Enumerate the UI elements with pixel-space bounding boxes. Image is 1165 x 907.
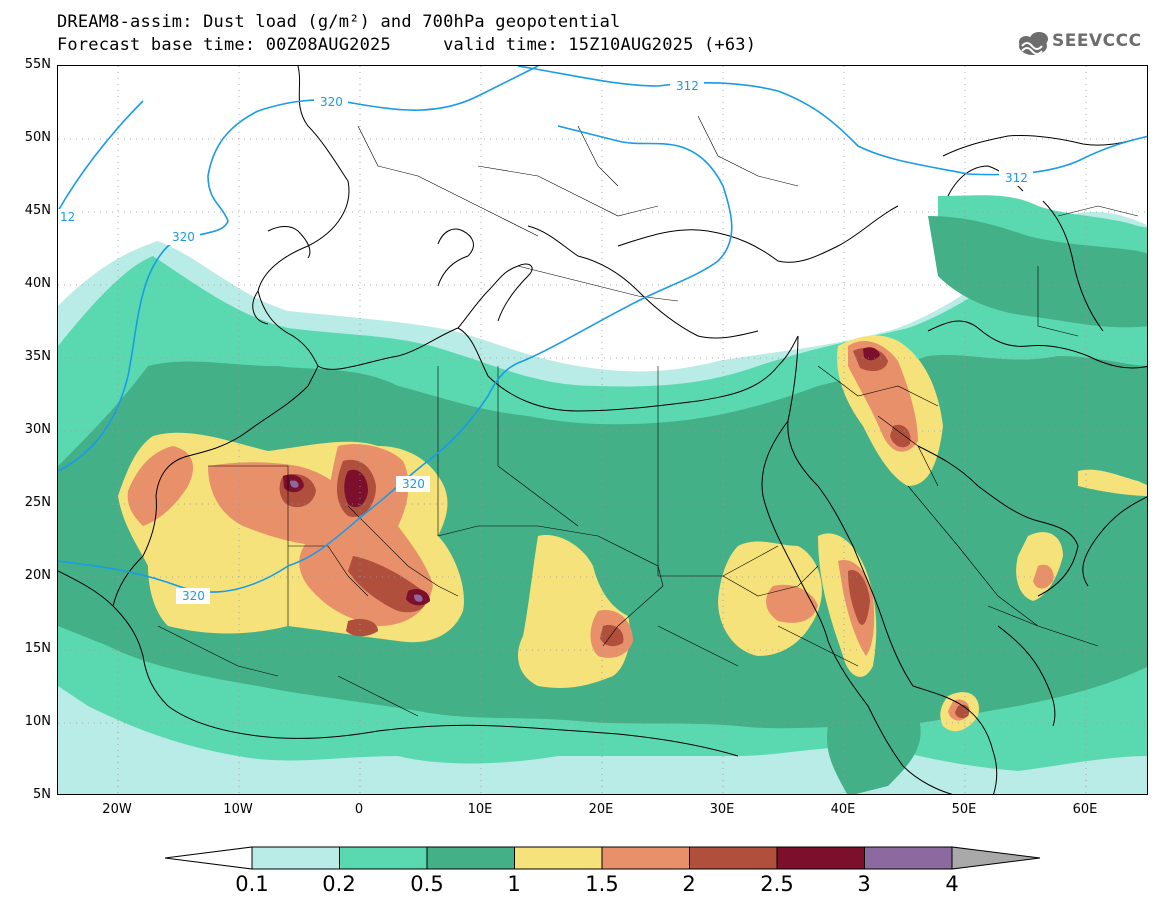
contour-label-320d: 320 xyxy=(182,589,205,603)
colorbar-under-triangle xyxy=(165,846,253,870)
colorbar-segment-2.5-3 xyxy=(776,846,865,870)
lon-label-20e: 20E xyxy=(588,802,614,817)
lat-label-25n: 25N xyxy=(24,495,51,510)
colorbar-label-1: 1 xyxy=(507,872,521,896)
colorbar xyxy=(165,846,1041,870)
colorbar-segment-0.1-0.2 xyxy=(251,846,340,870)
coastlines xyxy=(58,66,1147,794)
colorbar-label-2: 2 xyxy=(682,872,696,896)
colorbar-over-triangle xyxy=(951,846,1041,870)
lat-label-45n: 45N xyxy=(24,203,51,218)
dust-map: 320 312 312 12 320 320 320 xyxy=(58,66,1147,794)
colorbar-segment-1-1.5 xyxy=(514,846,603,870)
lat-label-15n: 15N xyxy=(24,641,51,656)
lat-label-20n: 20N xyxy=(24,568,51,583)
lat-label-5n: 5N xyxy=(33,787,51,802)
lon-label-50e: 50E xyxy=(951,802,977,817)
forecast-time-line: Forecast base time: 00Z08AUG2025 valid t… xyxy=(57,35,757,55)
lon-label-0: 0 xyxy=(354,802,364,817)
colorbar-label-0.1: 0.1 xyxy=(235,872,269,896)
contour-label-320c: 320 xyxy=(402,477,425,491)
colorbar-label-4: 4 xyxy=(945,872,959,896)
contour-label-320b: 320 xyxy=(172,230,195,244)
contour-label-312b: 312 xyxy=(1005,171,1028,185)
contour-labels: 320 312 312 12 320 320 320 xyxy=(58,78,1033,604)
colorbar-segment-0.2-0.5 xyxy=(339,846,428,870)
contour-label-312a: 312 xyxy=(676,79,699,93)
colorbar-segment-2-2.5 xyxy=(689,846,778,870)
lon-label-30e: 30E xyxy=(709,802,735,817)
logo-text: SEEVCCC xyxy=(1052,31,1142,51)
colorbar-label-0.5: 0.5 xyxy=(410,872,444,896)
lat-label-40n: 40N xyxy=(24,276,51,291)
lon-label-40e: 40E xyxy=(830,802,856,817)
lon-label-20w: 20W xyxy=(102,802,132,817)
seevccc-logo xyxy=(1019,32,1048,55)
lat-label-30n: 30N xyxy=(24,422,51,437)
colorbar-segment-3-4 xyxy=(864,846,953,870)
lon-label-60e: 60E xyxy=(1072,802,1098,817)
lon-label-10e: 10E xyxy=(467,802,493,817)
lat-label-55n: 55N xyxy=(24,57,51,72)
lat-label-10n: 10N xyxy=(24,714,51,729)
colorbar-label-1.5: 1.5 xyxy=(585,872,619,896)
contour-label-320a: 320 xyxy=(320,95,343,109)
colorbar-label-0.2: 0.2 xyxy=(322,872,356,896)
map-panel: 320 312 312 12 320 320 320 xyxy=(57,65,1148,795)
colorbar-segment-0.5-1 xyxy=(426,846,515,870)
lat-label-35n: 35N xyxy=(24,349,51,364)
lat-label-50n: 50N xyxy=(24,130,51,145)
colorbar-label-3: 3 xyxy=(857,872,871,896)
map-title: DREAM8-assim: Dust load (g/m²) and 700hP… xyxy=(57,12,621,32)
colorbar-label-2.5: 2.5 xyxy=(760,872,794,896)
country-borders xyxy=(157,115,1139,717)
colorbar-segment-1.5-2 xyxy=(601,846,690,870)
contour-label-12: 12 xyxy=(60,210,75,224)
lon-label-10w: 10W xyxy=(223,802,253,817)
geopotential-contours xyxy=(58,66,1147,593)
dust-level-3 xyxy=(290,480,423,602)
